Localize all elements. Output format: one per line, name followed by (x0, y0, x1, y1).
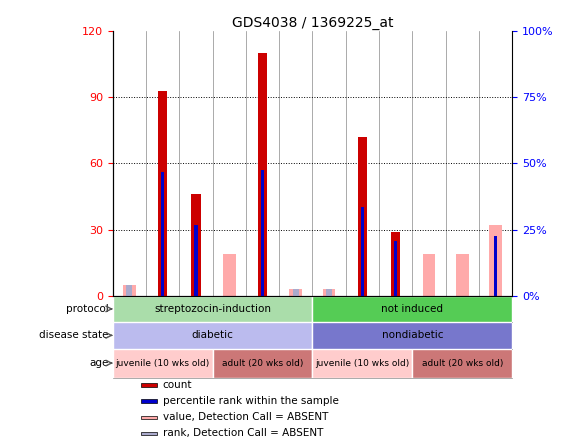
Text: streptozocin-induction: streptozocin-induction (154, 304, 271, 314)
Bar (361, 207, 364, 296)
Bar (394, 241, 397, 296)
Bar (323, 289, 336, 296)
Bar (141, 383, 157, 387)
Bar (223, 254, 235, 296)
Bar (194, 225, 198, 296)
Text: adult (20 wks old): adult (20 wks old) (222, 359, 303, 368)
Bar (123, 285, 136, 296)
Title: GDS4038 / 1369225_at: GDS4038 / 1369225_at (232, 16, 393, 30)
Text: juvenile (10 wks old): juvenile (10 wks old) (315, 359, 409, 368)
Text: value, Detection Call = ABSENT: value, Detection Call = ABSENT (163, 412, 328, 422)
Text: rank, Detection Call = ABSENT: rank, Detection Call = ABSENT (163, 428, 323, 438)
Bar (494, 236, 497, 296)
Bar (358, 137, 367, 296)
Text: percentile rank within the sample: percentile rank within the sample (163, 396, 338, 406)
Bar (326, 289, 332, 296)
Bar (113, 349, 212, 377)
Text: count: count (163, 380, 192, 390)
Bar (293, 289, 299, 296)
Bar (113, 322, 312, 349)
Bar (456, 254, 468, 296)
Bar (312, 322, 512, 349)
Text: juvenile (10 wks old): juvenile (10 wks old) (115, 359, 209, 368)
Text: diabetic: diabetic (191, 330, 234, 341)
Text: disease state: disease state (39, 330, 109, 341)
Bar (258, 53, 267, 296)
Text: adult (20 wks old): adult (20 wks old) (422, 359, 503, 368)
Bar (489, 225, 502, 296)
Text: nondiabetic: nondiabetic (382, 330, 443, 341)
Text: protocol: protocol (66, 304, 109, 314)
Bar (312, 296, 512, 322)
Bar (312, 349, 412, 377)
Bar (261, 170, 264, 296)
Bar (141, 416, 157, 419)
Bar (126, 285, 132, 296)
Text: age: age (89, 358, 109, 368)
Bar (141, 432, 157, 435)
Bar (423, 254, 435, 296)
Bar (113, 296, 312, 322)
Bar (158, 91, 167, 296)
Bar (141, 400, 157, 403)
Bar (191, 194, 200, 296)
Bar (289, 289, 302, 296)
Bar (212, 349, 312, 377)
Text: not induced: not induced (381, 304, 444, 314)
Bar (412, 349, 512, 377)
Bar (391, 232, 400, 296)
Bar (161, 172, 164, 296)
